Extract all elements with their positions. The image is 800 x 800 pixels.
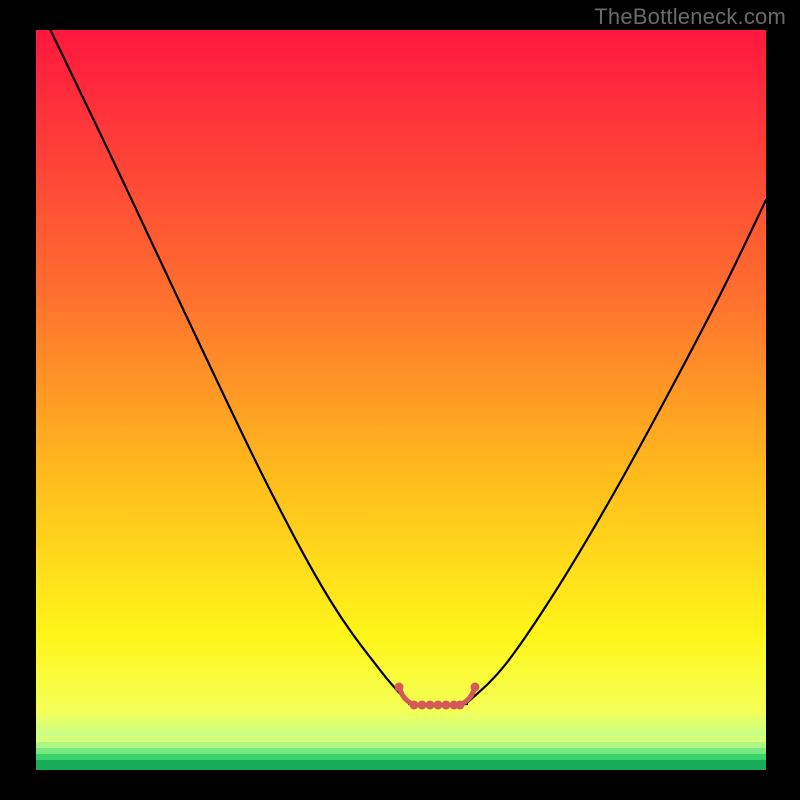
plot-area xyxy=(36,30,766,770)
marker-dot xyxy=(426,701,435,710)
marker-dot xyxy=(418,701,427,710)
marker-dot xyxy=(434,701,443,710)
curve-left-branch xyxy=(36,0,408,702)
bottom-stripes xyxy=(36,736,766,770)
marker-dot xyxy=(456,701,465,710)
bottom-band xyxy=(36,742,766,748)
bottom-marker xyxy=(395,683,480,710)
marker-dot xyxy=(442,701,451,710)
marker-dot xyxy=(410,701,419,710)
watermark-text: TheBottleneck.com xyxy=(594,4,786,30)
marker-dot xyxy=(395,683,404,692)
bottom-band xyxy=(36,754,766,760)
curve-right-branch xyxy=(468,200,766,702)
bottom-band xyxy=(36,736,766,742)
chart-svg xyxy=(36,30,766,770)
bottom-band xyxy=(36,748,766,754)
bottom-band xyxy=(36,760,766,770)
marker-dot xyxy=(471,683,480,692)
